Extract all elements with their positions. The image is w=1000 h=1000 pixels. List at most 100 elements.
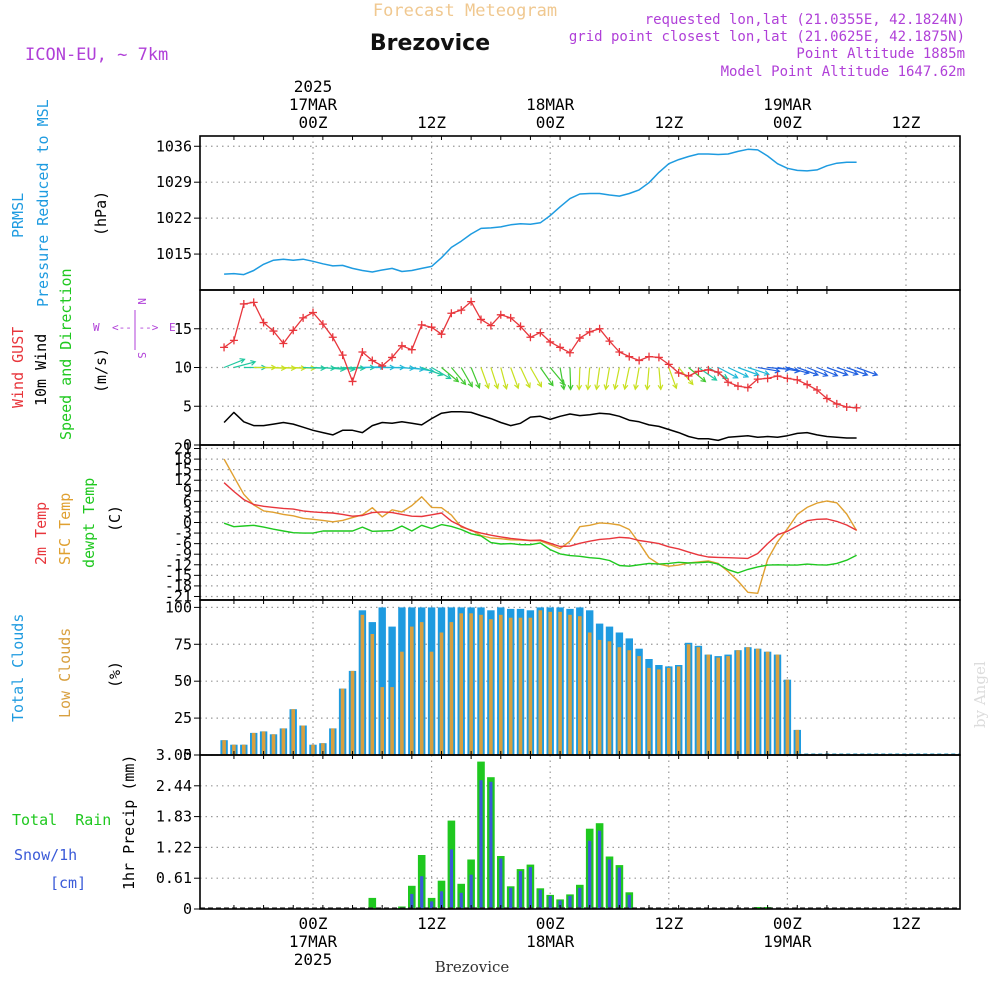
gust-marker — [220, 343, 229, 352]
low-cloud-bar — [232, 744, 236, 755]
gust-marker — [407, 345, 416, 354]
wind-label-gust: Wind GUST — [9, 327, 27, 408]
wind-arrow — [846, 366, 868, 376]
grid-point-coords: grid point closest lon,lat (21.0625E, 42… — [569, 29, 965, 45]
low-cloud-bar — [449, 622, 454, 755]
snow-bar — [518, 871, 523, 909]
low-cloud-bar — [469, 613, 473, 755]
low-cloud-bar — [261, 731, 266, 755]
wind-arrow — [332, 366, 355, 370]
gust-marker — [388, 353, 397, 362]
axis-layer: 1015102210291036051015-21-18-15-12-9-6-3… — [156, 77, 921, 969]
low-cloud-bar — [301, 725, 305, 755]
wind-label-speed-dir: Speed and Direction — [57, 268, 75, 440]
panel-frame — [199, 754, 961, 910]
gust-marker — [427, 323, 436, 332]
pressure-label-msl: Pressure Reduced to MSL — [34, 99, 52, 307]
wind-arrow-head — [525, 382, 531, 389]
wind-arrow — [578, 367, 581, 390]
wind-arrow — [668, 367, 677, 389]
y-tick-label: 50 — [174, 672, 192, 690]
temp-labels: 2m Temp SFC Temp dewpt Temp (C) — [32, 478, 124, 568]
y-tick-label: 25 — [174, 709, 192, 727]
gust-marker — [546, 337, 555, 346]
rain-bar — [368, 897, 377, 909]
low-cloud-bar — [627, 650, 632, 755]
low-cloud-bar — [271, 734, 276, 755]
wind-arrow-head — [732, 373, 739, 379]
low-cloud-bar — [578, 616, 582, 755]
pressure-line — [224, 148, 857, 276]
y-tick-label: 15 — [174, 320, 192, 338]
low-cloud-bar — [281, 728, 286, 755]
low-cloud-bar — [568, 614, 572, 755]
wind-arrow-head — [339, 366, 347, 372]
requested-coords: requested lon,lat (21.0355E, 42.1824N) — [645, 12, 965, 28]
wind-arrow-head — [822, 371, 829, 377]
wind-arrow-head — [567, 384, 574, 391]
model-altitude: Model Point Altitude 1647.62m — [721, 64, 965, 80]
low-cloud-bar — [637, 656, 641, 755]
low-cloud-bar — [222, 740, 226, 755]
gust-marker — [269, 327, 278, 336]
gust-marker — [704, 365, 713, 374]
gust-marker — [694, 367, 703, 376]
wind-arrow — [826, 366, 848, 376]
wind-arrow-head — [603, 384, 610, 391]
wind-arrow-head — [711, 375, 718, 381]
wind-arrow — [539, 367, 554, 386]
wind-arrow-head — [445, 373, 452, 380]
low-cloud-bar — [647, 667, 651, 755]
precip-label-snow: Snow/1h — [14, 846, 77, 864]
low-cloud-bar — [508, 617, 513, 755]
low-cloud-bar — [242, 744, 246, 755]
gust-marker — [773, 372, 782, 381]
y-tick-label: 3.05 — [156, 746, 192, 764]
wind-arrow — [529, 367, 542, 387]
wind-arrow — [510, 367, 519, 389]
gust-marker — [556, 343, 565, 352]
gust-marker — [378, 361, 387, 370]
wind-arrow-head — [852, 370, 859, 376]
y-tick-label: 1022 — [156, 209, 192, 227]
time-label-top: 00Z — [773, 113, 802, 132]
gust-marker — [724, 378, 733, 387]
wind-arrow-head — [548, 380, 554, 387]
wind-arrow — [646, 367, 650, 390]
low-cloud-bar — [489, 619, 493, 755]
wind-arrow-head — [475, 382, 481, 390]
wind-arrow — [480, 367, 490, 389]
gust-marker — [733, 382, 742, 391]
low-cloud-bar — [439, 632, 444, 755]
snow-bar — [509, 887, 513, 909]
compass-rose: W <-- --> E N S — [93, 298, 176, 359]
low-cloud-bar — [410, 626, 414, 755]
snow-bar — [588, 840, 592, 909]
low-cloud-bar — [419, 622, 424, 755]
temp-unit: (C) — [106, 505, 124, 532]
gust-marker — [457, 306, 466, 315]
wind-arrow — [605, 367, 611, 390]
gust-marker — [397, 341, 406, 350]
wind-arrow — [587, 367, 591, 390]
low-cloud-bar — [459, 613, 463, 755]
snow-bar — [598, 830, 602, 909]
wind-arrow-head — [753, 370, 760, 377]
wind-arrow-head — [622, 384, 629, 391]
low-cloud-bar — [706, 654, 711, 755]
snow-bar — [469, 874, 473, 909]
gust-marker — [585, 327, 594, 336]
gust-marker — [645, 352, 654, 361]
footer-location: Brezovice — [435, 958, 510, 976]
precip-label-rain: Total Rain — [12, 811, 111, 829]
wind-arrow — [322, 366, 345, 370]
y-tick-label: 1.22 — [156, 838, 192, 856]
low-cloud-bar — [548, 611, 552, 755]
low-cloud-bar — [390, 687, 394, 755]
y-tick-label: 2.44 — [156, 777, 192, 795]
gust-marker — [813, 385, 822, 394]
wind-speed-line — [223, 410, 857, 442]
wind-arrow — [797, 366, 819, 376]
y-tick-label: -15 — [165, 566, 192, 584]
y-tick-label: -3 — [174, 524, 192, 542]
